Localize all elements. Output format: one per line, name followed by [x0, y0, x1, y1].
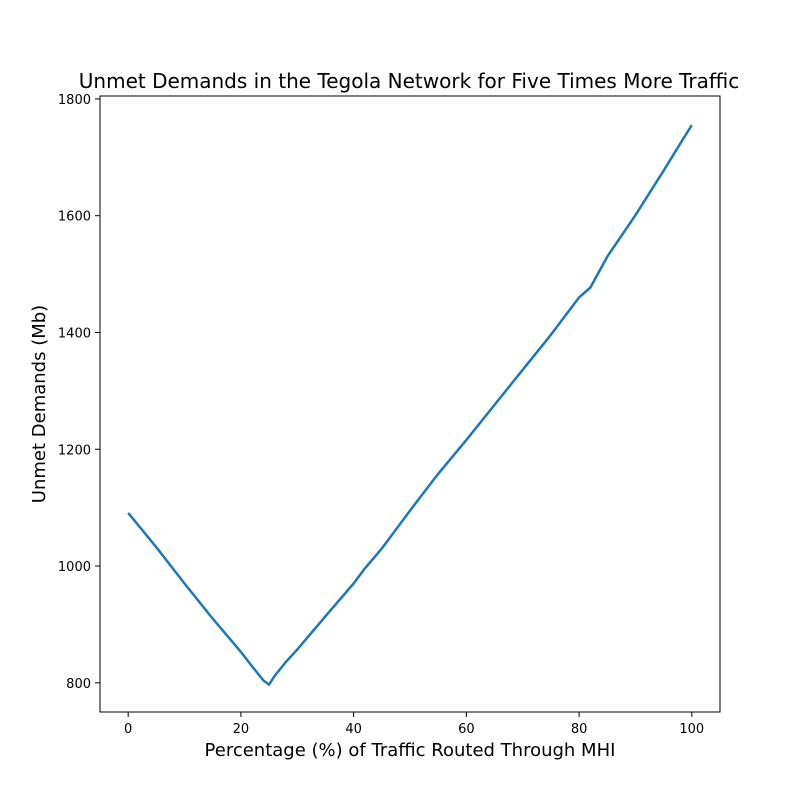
- y-tick-label: 1400: [58, 326, 91, 341]
- plot-frame: [99, 95, 721, 713]
- x-tick-label: 80: [571, 722, 588, 737]
- chart-title: Unmet Demands in the Tegola Network for …: [79, 69, 739, 93]
- x-axis-label: Percentage (%) of Traffic Routed Through…: [205, 740, 616, 761]
- series-line: [127, 124, 693, 686]
- y-tick-label: 1200: [58, 443, 91, 458]
- x-axis-ticks: 0 20 40 60 80 100: [124, 712, 704, 737]
- y-tick-label: 1600: [58, 210, 91, 225]
- y-tick-label: 1000: [58, 560, 91, 575]
- x-tick-label: 0: [124, 722, 132, 737]
- y-axis-ticks: 800 1000 1200 1400 1600 1800: [58, 93, 100, 692]
- y-axis-label: Unmet Demands (Mb): [29, 305, 50, 503]
- y-tick-label: 800: [66, 677, 91, 692]
- x-tick-label: 100: [679, 722, 704, 737]
- x-tick-label: 20: [233, 722, 250, 737]
- plot-area: 0 20 40 60 80 100 800 1000 1200 1400 1600 1800: [58, 93, 721, 737]
- x-tick-label: 40: [345, 722, 362, 737]
- x-tick-label: 60: [458, 722, 475, 737]
- y-tick-label: 1800: [58, 93, 91, 108]
